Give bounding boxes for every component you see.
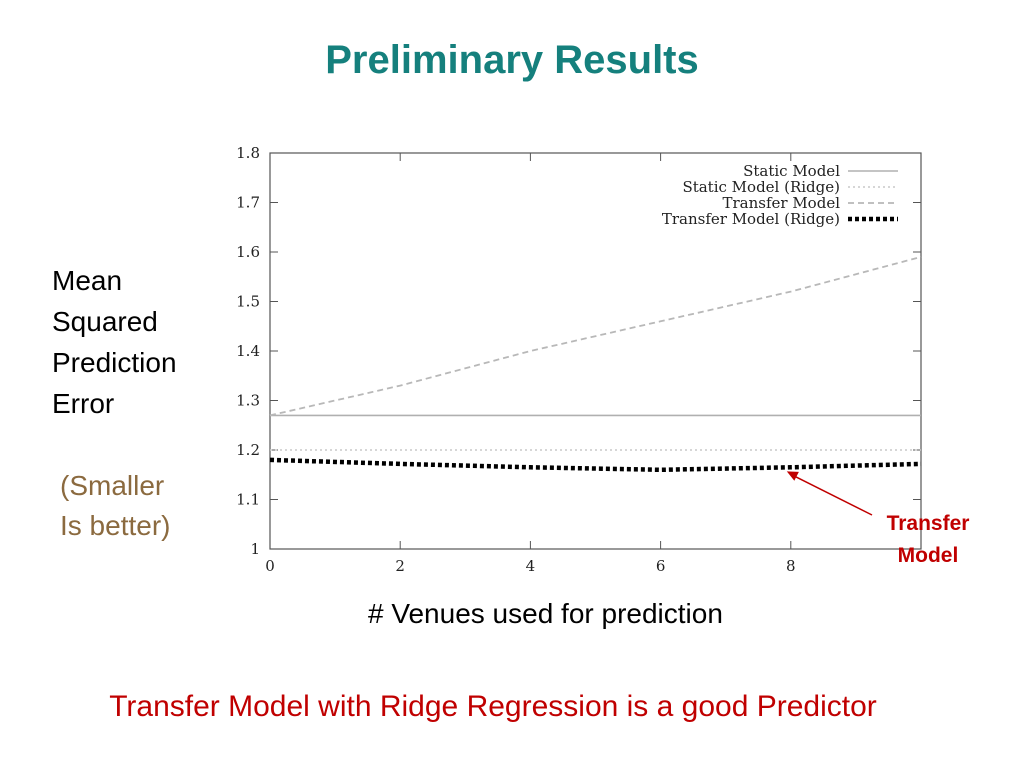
note-line: (Smaller xyxy=(60,470,165,501)
x-tick-label: 8 xyxy=(786,557,796,575)
y-tick-label: 1.5 xyxy=(236,293,260,311)
x-tick-label: 0 xyxy=(265,557,275,575)
y-tick-label: 1.6 xyxy=(236,243,260,261)
callout-arrow-line xyxy=(792,474,873,516)
y-tick-label: 1.3 xyxy=(236,392,260,410)
y-axis-label-line: Error xyxy=(52,388,115,419)
y-axis-label-line: Prediction xyxy=(52,347,177,378)
legend-label-3: Transfer Model (Ridge) xyxy=(662,210,840,228)
conclusion-text: Transfer Model with Ridge Regression is … xyxy=(109,690,877,723)
legend-label-1: Static Model (Ridge) xyxy=(682,178,840,196)
slide-title: Preliminary Results xyxy=(325,38,699,82)
y-tick-label: 1.2 xyxy=(236,441,260,459)
smaller-is-better-note: (Smaller Is better) xyxy=(60,466,170,546)
y-tick-label: 1.1 xyxy=(236,491,260,509)
series-line-3 xyxy=(269,457,922,473)
callout-line: Model xyxy=(897,544,959,567)
legend-label-2: Transfer Model xyxy=(722,194,840,212)
transfer-model-callout: Transfer Model xyxy=(872,508,984,572)
series-line-2 xyxy=(269,256,922,417)
y-tick-label: 1 xyxy=(250,540,260,558)
x-axis-label: # Venues used for prediction xyxy=(368,598,723,629)
y-axis-label-line: Mean xyxy=(52,265,123,296)
y-tick-label: 1.7 xyxy=(236,194,260,212)
x-tick-label: 6 xyxy=(656,557,666,575)
y-axis-label-line: Squared xyxy=(52,306,158,337)
note-line: Is better) xyxy=(60,510,171,541)
y-axis-label: Mean Squared Prediction Error xyxy=(52,260,177,424)
y-tick-label: 1.4 xyxy=(236,342,260,360)
legend-label-0: Static Model xyxy=(743,162,840,180)
x-tick-label: 4 xyxy=(526,557,536,575)
callout-line: Transfer xyxy=(886,512,970,535)
callout-arrow-head xyxy=(786,471,799,481)
x-tick-label: 2 xyxy=(395,557,405,575)
y-tick-label: 1.8 xyxy=(236,144,260,162)
